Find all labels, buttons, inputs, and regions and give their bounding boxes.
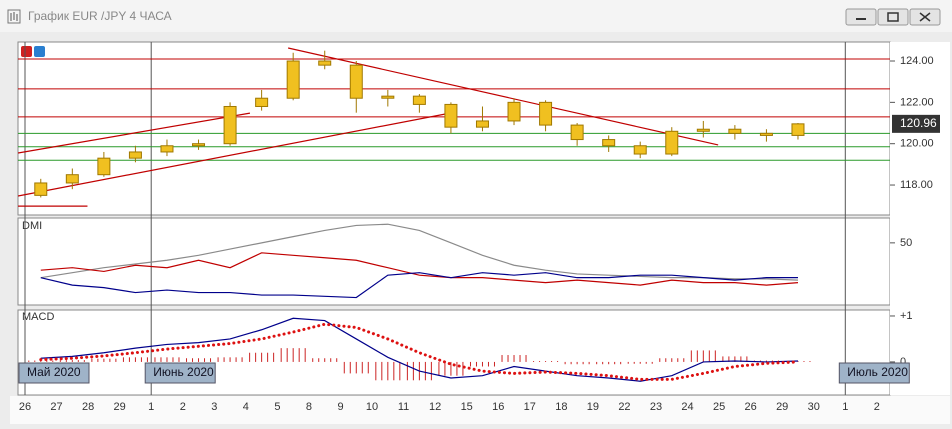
candle-body bbox=[318, 60, 332, 66]
x-axis bbox=[10, 396, 950, 424]
candle-body bbox=[412, 95, 426, 105]
candle-body bbox=[286, 60, 300, 99]
indicator-line bbox=[40, 252, 799, 286]
trend-line bbox=[17, 112, 451, 197]
price-panel bbox=[17, 41, 891, 216]
month-box bbox=[144, 362, 216, 384]
x-tick-label: 9 bbox=[337, 401, 343, 413]
month-label: Июль 2020 bbox=[847, 365, 908, 379]
trend-line bbox=[287, 47, 719, 146]
candle-body bbox=[34, 182, 48, 196]
x-tick-label: 18 bbox=[555, 401, 567, 413]
last-price-label: 120.96 bbox=[900, 116, 937, 130]
y-tick-label: 50 bbox=[900, 237, 912, 249]
x-tick-label: 26 bbox=[19, 401, 31, 413]
dmi-title: DMI bbox=[22, 220, 42, 232]
x-tick-label: 4 bbox=[243, 401, 249, 413]
y-tick-label: 0 bbox=[900, 356, 906, 368]
x-tick-label: 1 bbox=[148, 401, 154, 413]
candle-body bbox=[349, 64, 363, 99]
x-tick-label: 26 bbox=[745, 401, 757, 413]
trend-line bbox=[17, 112, 251, 154]
signal-line bbox=[39, 322, 800, 381]
x-tick-label: 17 bbox=[524, 401, 536, 413]
x-tick-label: 8 bbox=[306, 401, 312, 413]
candle-body bbox=[507, 101, 521, 122]
color-toggle[interactable] bbox=[21, 46, 45, 57]
title-bar bbox=[0, 0, 952, 32]
y-tick-label: 122.00 bbox=[900, 96, 934, 108]
month-label: Июнь 2020 bbox=[153, 365, 214, 379]
y-tick-label: 118.00 bbox=[900, 179, 933, 191]
last-price-box bbox=[892, 114, 940, 133]
x-tick-label: 16 bbox=[492, 401, 504, 413]
x-tick-label: 29 bbox=[776, 401, 788, 413]
candle-body bbox=[602, 139, 616, 147]
maximize-button[interactable] bbox=[877, 8, 909, 26]
month-box bbox=[838, 362, 910, 384]
candle-body bbox=[759, 132, 773, 136]
x-tick-label: 5 bbox=[274, 401, 280, 413]
x-tick-label: 2 bbox=[874, 401, 880, 413]
x-tick-label: 25 bbox=[713, 401, 725, 413]
x-tick-label: 15 bbox=[461, 401, 473, 413]
candle-body bbox=[65, 174, 79, 184]
close-button[interactable] bbox=[909, 8, 941, 26]
candle-body bbox=[665, 130, 679, 155]
x-tick-label: 3 bbox=[211, 401, 217, 413]
x-tick-label: 27 bbox=[50, 401, 62, 413]
x-tick-label: 12 bbox=[429, 401, 441, 413]
window-icon bbox=[7, 9, 21, 24]
candle-body bbox=[223, 105, 237, 145]
candle-body bbox=[128, 151, 142, 159]
candle-body bbox=[633, 145, 647, 155]
x-tick-label: 10 bbox=[366, 401, 378, 413]
x-tick-label: 30 bbox=[808, 401, 820, 413]
x-tick-label: 1 bbox=[842, 401, 848, 413]
candle-body bbox=[444, 103, 458, 128]
candle-body bbox=[255, 97, 269, 107]
month-label: Май 2020 bbox=[27, 365, 81, 379]
y-tick-label: 120.00 bbox=[900, 138, 934, 150]
macd-title: MACD bbox=[22, 311, 54, 323]
candle-body bbox=[728, 128, 742, 134]
window-title: График EUR /JPY 4 ЧАСА bbox=[28, 9, 172, 23]
y-tick-label: 124.00 bbox=[900, 55, 934, 67]
right-axis bbox=[890, 42, 950, 395]
candle-body bbox=[791, 123, 805, 136]
y-tick-label: +1 bbox=[900, 310, 913, 322]
candle-body bbox=[570, 124, 584, 141]
x-tick-label: 29 bbox=[114, 401, 126, 413]
candle-body bbox=[160, 145, 174, 153]
x-tick-label: 24 bbox=[681, 401, 693, 413]
x-tick-label: 22 bbox=[618, 401, 630, 413]
x-tick-label: 2 bbox=[180, 401, 186, 413]
x-tick-label: 28 bbox=[82, 401, 94, 413]
minimize-button[interactable] bbox=[845, 8, 877, 26]
candle-body bbox=[192, 143, 206, 147]
candle-body bbox=[539, 101, 553, 126]
x-tick-label: 19 bbox=[587, 401, 599, 413]
month-box bbox=[18, 362, 90, 384]
candle-body bbox=[475, 120, 489, 128]
x-tick-label: 23 bbox=[650, 401, 662, 413]
candle-body bbox=[381, 95, 395, 99]
candle-body bbox=[696, 128, 710, 132]
candle-body bbox=[97, 157, 111, 176]
x-tick-label: 11 bbox=[398, 401, 409, 413]
indicator-line bbox=[40, 223, 798, 281]
indicator-line bbox=[40, 272, 798, 299]
dmi-panel bbox=[17, 217, 891, 306]
indicator-line bbox=[40, 317, 798, 382]
